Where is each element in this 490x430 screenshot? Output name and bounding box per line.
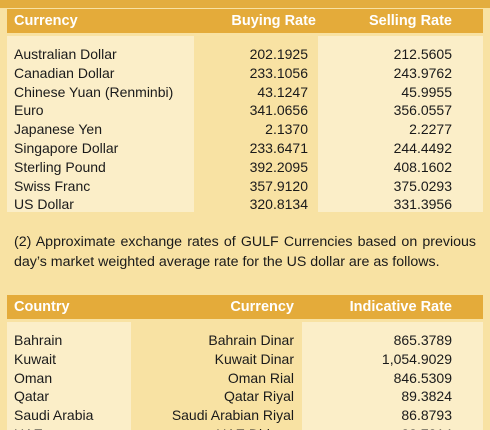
- top-banner-strip: [0, 0, 490, 8]
- table2-row: Bahrain Bahrain Dinar 865.3789: [7, 331, 483, 350]
- table2-row: UAE UAE Dirham 88.7814: [7, 425, 483, 430]
- table1-cell: 233.6471: [249, 139, 308, 156]
- table1-cell: 341.0656: [249, 102, 308, 119]
- table2-cell: Qatar: [14, 388, 50, 405]
- table1-row: Canadian Dollar 233.1056 243.9762: [7, 64, 483, 83]
- table1-header-selling: Selling Rate: [369, 13, 452, 29]
- table1-cell: 45.9955: [401, 83, 452, 100]
- table2-rate-column-shade: [302, 322, 483, 430]
- table2-cell: Oman: [14, 369, 53, 386]
- table2-cell: 86.8793: [401, 407, 452, 424]
- table1-row: Chinese Yuan (Renminbi) 43.1247 45.9955: [7, 83, 483, 102]
- table1-row: US Dollar 320.8134 331.3956: [7, 195, 483, 214]
- table2-cell: 1,054.9029: [381, 350, 452, 367]
- table2-cell: Saudi Arabian Riyal: [171, 407, 294, 424]
- table1-cell: 212.5605: [393, 46, 452, 62]
- table2-cell: Kuwait: [14, 350, 57, 367]
- table2-cell: 89.3824: [401, 388, 452, 405]
- table2-cell: Saudi Arabia: [14, 407, 94, 424]
- table1-cell: 243.9762: [393, 64, 452, 81]
- table1-cell: 357.9120: [249, 177, 308, 194]
- table1-cell: Euro: [14, 102, 44, 119]
- table2-cell: Bahrain: [14, 332, 63, 348]
- table1-cell: 2.1370: [265, 121, 308, 138]
- table1-cell: 244.4492: [393, 139, 452, 156]
- table1-cell: US Dollar: [14, 196, 74, 213]
- table1-currency-column-shade: [7, 36, 194, 212]
- table2-cell: 88.7814: [401, 426, 452, 430]
- table2-header-rate: Indicative Rate: [349, 299, 452, 315]
- table2-cell: Kuwait Dinar: [214, 350, 294, 367]
- table2-cell: UAE Dirham: [216, 426, 294, 430]
- table1-cell: Swiss Franc: [14, 177, 91, 194]
- table1-header: Currency Buying Rate Selling Rate: [7, 9, 483, 33]
- table1-header-currency: Currency: [14, 13, 78, 29]
- table2-header-country: Country: [14, 299, 70, 315]
- table1-cell: Japanese Yen: [14, 121, 102, 138]
- table1-cell: Chinese Yuan (Renminbi): [14, 83, 174, 100]
- table2-cell: Qatar Riyal: [223, 388, 294, 405]
- table1-row: Euro 341.0656 356.0557: [7, 101, 483, 120]
- table1-row: Japanese Yen 2.1370 2.2277: [7, 120, 483, 139]
- table1-cell: 43.1247: [257, 83, 308, 100]
- table2-row: Kuwait Kuwait Dinar 1,054.9029: [7, 350, 483, 369]
- table1-cell: 320.8134: [249, 196, 308, 213]
- table1-header-buying: Buying Rate: [231, 13, 316, 29]
- table2-cell: 846.5309: [393, 369, 452, 386]
- table1-cell: 392.2095: [249, 158, 308, 175]
- table2-row: Qatar Qatar Riyal 89.3824: [7, 387, 483, 406]
- table1-row: Swiss Franc 357.9120 375.0293: [7, 177, 483, 196]
- table1-cell: 408.1602: [393, 158, 452, 175]
- table1-row: Sterling Pound 392.2095 408.1602: [7, 158, 483, 177]
- table2-header-currency: Currency: [230, 299, 294, 315]
- table2-country-column-shade: [7, 322, 131, 430]
- table2-body: Bahrain Bahrain Dinar 865.3789 Kuwait Kuwait…: [7, 331, 483, 430]
- table1-selling-column-shade: [318, 36, 483, 212]
- table1-body: Australian Dollar 202.1925 212.5605 Canadia…: [7, 45, 483, 214]
- table1-cell: 202.1925: [249, 46, 308, 62]
- table2-row: Oman Oman Rial 846.5309: [7, 369, 483, 388]
- gulf-rates-note: (2) Approximate exchange rates of GULF C…: [14, 234, 476, 270]
- table1-row: Singapore Dollar 233.6471 244.4492: [7, 139, 483, 158]
- table2-cell: UAE: [14, 426, 43, 430]
- table1-cell: 233.1056: [249, 64, 308, 81]
- table2-row: Saudi Arabia Saudi Arabian Riyal 86.8793: [7, 406, 483, 425]
- table2-cell: Oman Rial: [227, 369, 294, 386]
- table1-cell: Singapore Dollar: [14, 139, 119, 156]
- table1-cell: Sterling Pound: [14, 158, 106, 175]
- table1-cell: 2.2277: [409, 121, 452, 138]
- table1-cell: Australian Dollar: [14, 46, 117, 62]
- table1-cell: Canadian Dollar: [14, 64, 115, 81]
- table1-cell: 331.3956: [393, 196, 452, 213]
- table2-cell: 865.3789: [393, 332, 452, 348]
- table2-header: Country Currency Indicative Rate: [7, 295, 483, 319]
- table2-cell: Bahrain Dinar: [208, 332, 294, 348]
- table1-row: Australian Dollar 202.1925 212.5605: [7, 45, 483, 64]
- table1-cell: 375.0293: [393, 177, 452, 194]
- table1-cell: 356.0557: [393, 102, 452, 119]
